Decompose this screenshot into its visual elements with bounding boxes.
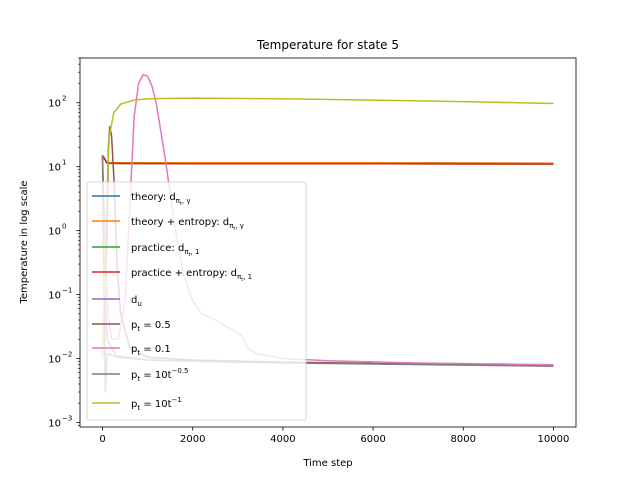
legend-box (86, 181, 307, 421)
legend-label-0: theory: dπt, γ (131, 192, 191, 207)
x-tick-label: 4000 (270, 434, 295, 445)
legend-label-5: pt = 0.5 (131, 320, 171, 333)
y-tick-exponent: 1 (62, 159, 66, 167)
x-tick-label: 0 (99, 434, 105, 445)
legend-label-1: theory + entropy: dπt, γ (131, 217, 244, 232)
legend-label-7: pt = 10t−0.5 (131, 367, 189, 383)
x-tick-label: 10000 (538, 434, 570, 445)
plot-frame (79, 57, 577, 428)
legend-label-4: du (131, 295, 142, 308)
y-tick-exponent: −3 (62, 414, 72, 422)
legend-label-6: pt = 0.1 (131, 344, 171, 357)
series-line-3 (101, 155, 554, 165)
y-tick-label: 10 (48, 291, 61, 302)
x-axis-label: Time step (302, 458, 352, 469)
y-tick-exponent: −1 (62, 287, 72, 295)
legend-label-3: practice + entropy: dπt, 1 (131, 268, 252, 283)
y-tick-label: 10 (48, 355, 61, 366)
y-tick-exponent: 0 (62, 223, 66, 231)
y-axis-label: Temperature in log scale (19, 180, 30, 304)
y-tick-exponent: 2 (62, 95, 66, 103)
legend-label-2: practice: dπt, 1 (131, 243, 199, 258)
x-tick-label: 2000 (180, 434, 205, 445)
chart-title: Temperature for state 5 (256, 38, 399, 52)
legend-label-8: pt = 10t−1 (131, 396, 182, 412)
legend: theory: dπt, γ theory + entropy: dπt, γ pr… (86, 181, 307, 421)
y-tick-label: 10 (48, 163, 61, 174)
y-tick-label: 10 (48, 227, 61, 238)
y-tick-label: 10 (48, 418, 61, 429)
y-tick-label: 10 (48, 99, 61, 110)
y-tick-exponent: −2 (62, 351, 72, 359)
x-axis: 0 2000 4000 6000 8000 10000 (99, 427, 569, 445)
x-tick-label: 6000 (360, 434, 385, 445)
x-tick-label: 8000 (451, 434, 476, 445)
